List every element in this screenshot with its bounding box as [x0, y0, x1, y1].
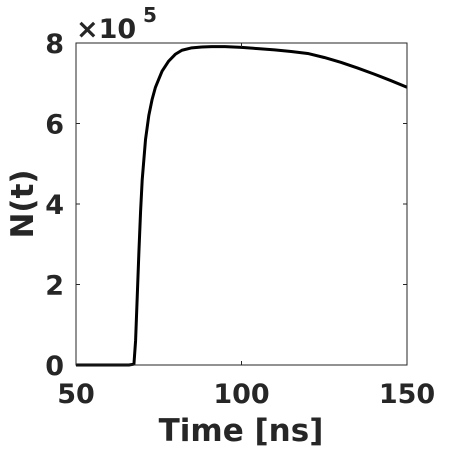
plot-frame: [75, 42, 408, 366]
y-multiplier-base: ×10: [76, 14, 136, 45]
x-tick-label: 150: [379, 379, 435, 410]
plot-area: [76, 45, 408, 367]
y-axis-label: N(t): [5, 169, 41, 238]
x-tick-label: 100: [213, 379, 269, 410]
x-axis-label: Time [ns]: [159, 413, 324, 449]
series-line-0: [76, 45, 408, 367]
y-tick-label: 4: [45, 190, 64, 221]
y-tick-label: 2: [45, 271, 64, 302]
y-multiplier-exponent: 5: [143, 3, 157, 27]
x-tick-label: 50: [57, 379, 95, 410]
tick-labels: 50 100 150 0 2 4 6 8: [45, 29, 435, 410]
y-tick-label: 6: [45, 110, 64, 141]
y-multiplier: ×10 5: [76, 3, 157, 45]
y-tick-label: 0: [45, 351, 64, 382]
y-tick-label: 8: [45, 29, 64, 60]
